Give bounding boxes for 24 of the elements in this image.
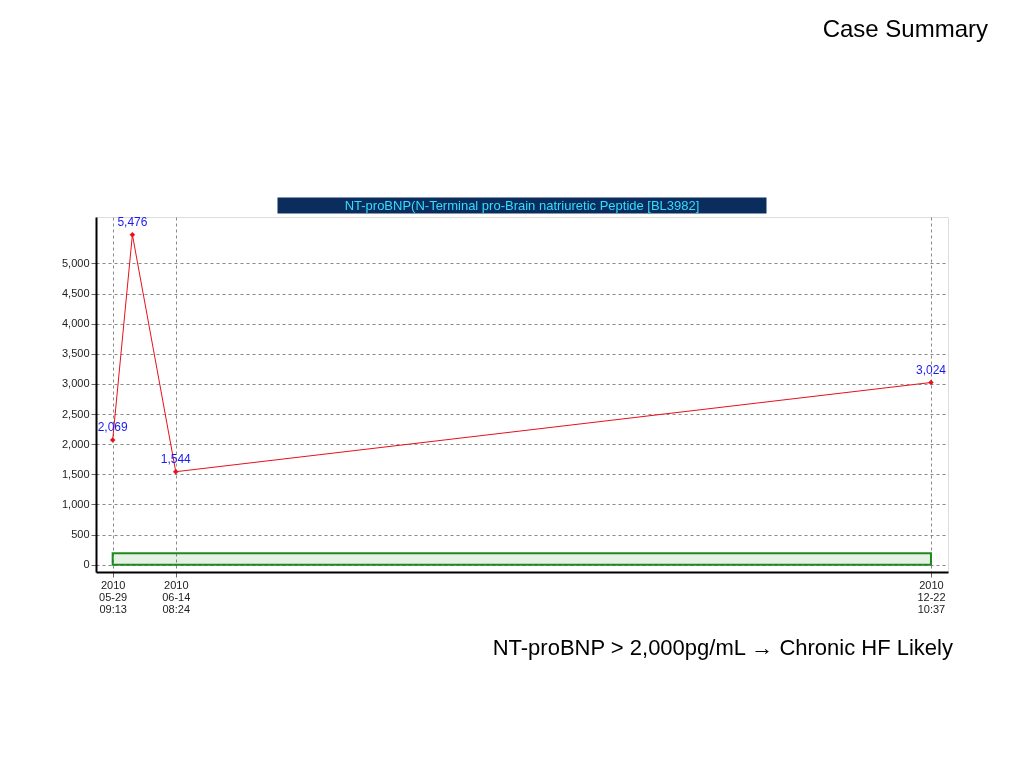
x-tick-label: 2010 12-22 10:37 xyxy=(917,578,946,615)
point xyxy=(129,231,136,238)
point xyxy=(928,379,934,386)
y-tick-label: 1,000 xyxy=(61,498,90,510)
y-tick-label: 5,000 xyxy=(61,256,90,269)
y-tick-label: 0 xyxy=(83,558,90,571)
text: 1,544 xyxy=(160,451,191,466)
x-tick-label: 2010 05-29 09:13 xyxy=(99,578,128,615)
y-tick-label: 3,000 xyxy=(61,377,90,390)
y-tick-label: 1,500 xyxy=(61,467,90,480)
chart-title: Case Summary xyxy=(822,15,988,42)
text: 3,024 xyxy=(915,362,946,377)
y-tick-label: 4,500 xyxy=(61,287,90,300)
text: 5,476 xyxy=(117,214,148,229)
y-tick-label: 4,000 xyxy=(61,317,90,330)
y-tick-label: 3,500 xyxy=(61,347,90,360)
chart-subtitle: NT-proBNP(N-Terminal pro-Brain natriuretic Peptide [BL3982] xyxy=(344,197,700,213)
text: NT-proBNP > 2,000pg/mL → Chronic HF Likely xyxy=(492,635,953,660)
point xyxy=(173,468,179,475)
y-tick-label: 500 xyxy=(71,528,90,541)
y-tick-label: 2,500 xyxy=(61,407,90,420)
x-tick-label: 2010 06-14 08:24 xyxy=(162,578,191,615)
point xyxy=(109,437,116,443)
y-tick-label: 2,000 xyxy=(61,437,90,450)
